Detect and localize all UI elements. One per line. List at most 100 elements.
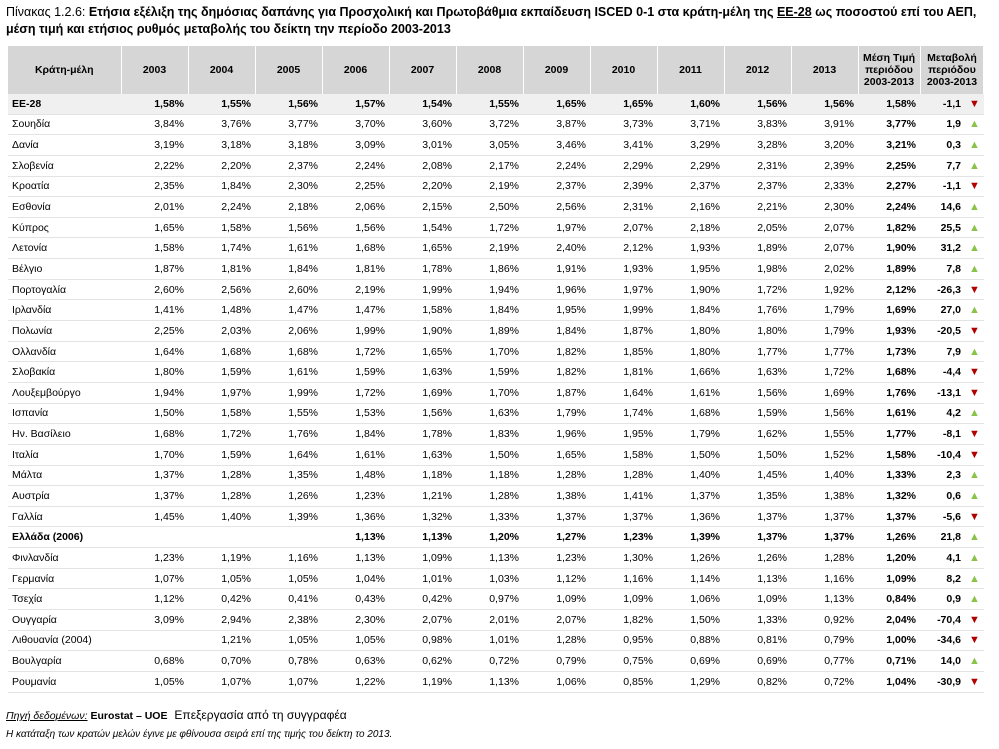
period-average: 1,93%: [858, 320, 920, 342]
year-value: 3,83%: [724, 114, 791, 136]
year-value: 1,48%: [322, 465, 389, 487]
year-value: 1,05%: [322, 630, 389, 652]
year-value: 1,95%: [590, 423, 657, 445]
period-average: 1,09%: [858, 568, 920, 590]
year-value: 0,42%: [188, 588, 255, 611]
triangle-up-icon: ▲: [965, 403, 984, 425]
year-value: 1,68%: [188, 341, 255, 363]
year-value: 1,66%: [657, 361, 724, 383]
col-header-average-line: περιόδου: [865, 64, 913, 76]
triangle-down-icon: ▼: [965, 279, 984, 301]
year-value: 2,25%: [322, 176, 389, 198]
year-value: 1,64%: [590, 382, 657, 404]
year-value: 1,56%: [791, 403, 858, 425]
year-value: 2,06%: [322, 196, 389, 218]
col-header-average-line: Μέση Τιμή: [863, 52, 915, 64]
year-value: 1,13%: [322, 526, 389, 549]
year-value: 1,70%: [456, 382, 523, 404]
year-value: 1,72%: [456, 217, 523, 239]
year-value: 2,39%: [590, 176, 657, 198]
table-row: Ισπανία 1,50% 1,58% 1,55% 1,53% 1,56% 1,63% 1,7…: [8, 403, 984, 425]
year-value: [188, 526, 255, 549]
year-value: 1,33%: [456, 506, 523, 528]
year-value: 2,18%: [657, 217, 724, 239]
year-value: 3,60%: [389, 114, 456, 136]
year-value: 2,31%: [724, 155, 791, 177]
title-text-part1: Ετήσια εξέλιξη της δημόσιας δαπάνης για …: [88, 5, 774, 19]
year-value: 1,93%: [657, 237, 724, 260]
table-row: Τσεχία 1,12% 0,42% 0,41% 0,43% 0,42% 0,97% 1,09…: [8, 588, 984, 611]
year-value: 1,69%: [791, 382, 858, 404]
year-value: 1,09%: [724, 588, 791, 611]
triangle-down-icon: ▼: [965, 176, 984, 198]
year-value: 1,52%: [791, 444, 858, 466]
year-value: 1,23%: [322, 485, 389, 507]
year-value: 1,80%: [724, 320, 791, 342]
period-average: 1,82%: [858, 217, 920, 239]
period-change: 7,7: [920, 155, 965, 177]
year-value: 1,58%: [389, 299, 456, 322]
year-value: 1,37%: [791, 506, 858, 528]
year-value: 1,40%: [657, 465, 724, 487]
year-value: 2,07%: [389, 609, 456, 631]
period-change: -8,1: [920, 423, 965, 445]
year-value: 1,65%: [523, 94, 590, 115]
year-value: 1,13%: [791, 588, 858, 611]
year-value: 1,81%: [322, 258, 389, 280]
year-value: 3,18%: [188, 134, 255, 156]
year-value: 1,74%: [188, 237, 255, 260]
year-value: 1,79%: [657, 423, 724, 445]
year-value: 1,07%: [121, 568, 188, 590]
table-row: Ην. Βασίλειο 1,68% 1,72% 1,76% 1,84% 1,78% 1,8…: [8, 423, 984, 445]
year-value: 1,28%: [590, 465, 657, 487]
year-value: 1,21%: [188, 630, 255, 652]
year-value: 1,12%: [121, 588, 188, 611]
year-value: 2,37%: [255, 155, 322, 177]
year-value: 3,09%: [322, 134, 389, 156]
year-value: 1,61%: [255, 361, 322, 383]
year-value: 0,69%: [657, 650, 724, 672]
year-value: 1,74%: [590, 403, 657, 425]
year-value: 1,35%: [724, 485, 791, 507]
period-average: 2,12%: [858, 279, 920, 301]
year-value: 1,96%: [523, 279, 590, 301]
year-value: 1,37%: [657, 485, 724, 507]
year-value: 3,09%: [121, 609, 188, 631]
period-average: 2,27%: [858, 176, 920, 198]
country-name: Ιταλία: [8, 444, 121, 466]
year-value: 0,62%: [389, 650, 456, 672]
year-value: 1,32%: [389, 506, 456, 528]
year-value: 0,69%: [724, 650, 791, 672]
year-value: 1,23%: [590, 526, 657, 549]
header-row: Κράτη-μέλη 2003 2004 2005 2006 2007 2008 2009 2…: [8, 46, 985, 94]
col-header-change-line: 2003-2013: [926, 76, 978, 88]
year-value: 1,99%: [590, 299, 657, 322]
year-value: 0,42%: [389, 588, 456, 611]
country-name: Ολλανδία: [8, 341, 121, 363]
table-row: Ιρλανδία 1,41% 1,48% 1,47% 1,47% 1,58% 1,84% 1,…: [8, 299, 984, 322]
year-value: 1,83%: [456, 423, 523, 445]
year-value: 1,59%: [456, 361, 523, 383]
year-value: 1,16%: [590, 568, 657, 590]
country-name: Πολωνία: [8, 320, 121, 342]
year-value: 2,18%: [255, 196, 322, 218]
year-value: 2,15%: [389, 196, 456, 218]
year-value: 3,70%: [322, 114, 389, 136]
year-value: 2,05%: [724, 217, 791, 239]
col-header-change: Μεταβολή περιόδου 2003-2013: [920, 46, 985, 94]
period-average: 2,04%: [858, 609, 920, 631]
triangle-down-icon: ▼: [965, 444, 984, 466]
year-value: 1,87%: [121, 258, 188, 280]
table-title: Πίνακας 1.2.6: Ετήσια εξέλιξη της δημόσι…: [6, 4, 996, 38]
country-name: Ισπανία: [8, 403, 121, 425]
country-name: Γερμανία: [8, 568, 121, 590]
year-value: 1,70%: [456, 341, 523, 363]
year-value: 1,86%: [456, 258, 523, 280]
period-change: -5,6: [920, 506, 965, 528]
col-header-average-line: 2003-2013: [863, 76, 915, 88]
period-change: -1,1: [920, 176, 965, 198]
year-value: 1,61%: [255, 237, 322, 260]
period-average: 1,58%: [858, 94, 920, 115]
year-value: 1,41%: [121, 299, 188, 322]
year-value: 0,70%: [188, 650, 255, 672]
